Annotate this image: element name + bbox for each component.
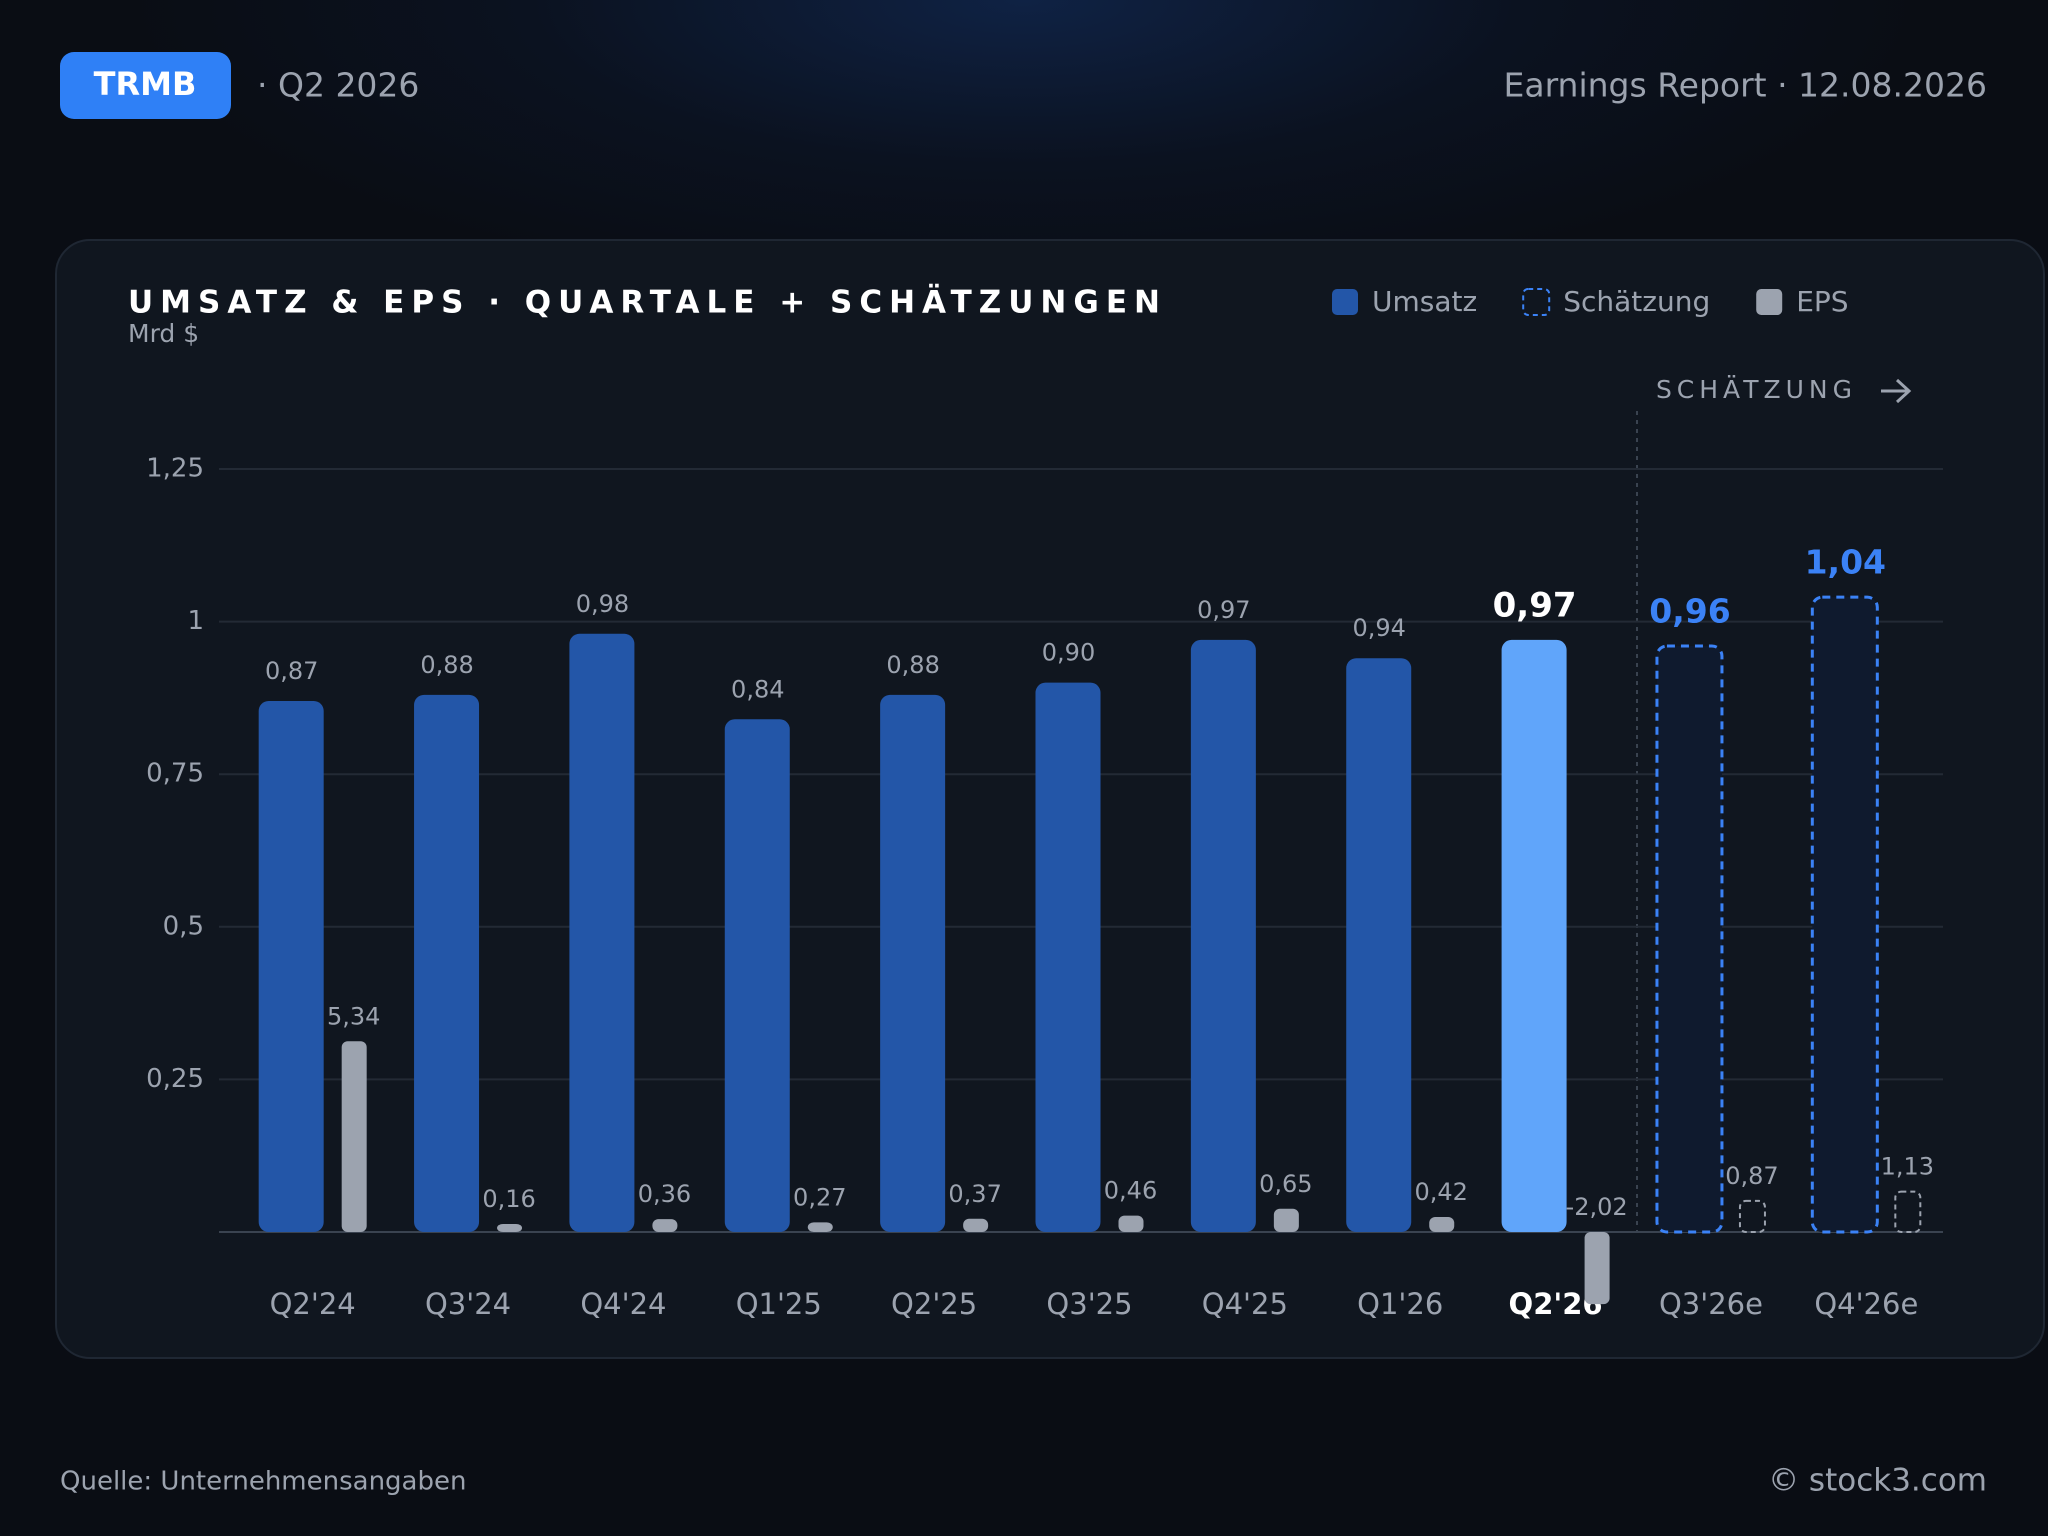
eps-bar — [497, 1224, 523, 1232]
value-label: 0,84 — [731, 675, 784, 703]
estimate-bar — [1810, 595, 1879, 1234]
x-tick-label: Q4'24 — [580, 1287, 666, 1321]
value-label: 0,87 — [265, 657, 318, 685]
eps-label: 0,16 — [482, 1185, 535, 1213]
x-tick-label: Q4'25 — [1202, 1287, 1288, 1321]
arrow — [1881, 378, 1912, 404]
value-label: 0,97 — [1197, 596, 1250, 624]
value-label: 0,96 — [1649, 592, 1730, 631]
y-tick-label: 1 — [187, 606, 204, 636]
x-tick-label: Q3'24 — [425, 1287, 511, 1321]
estimate-annotation: SCHÄTZUNG — [1656, 375, 1857, 404]
revenue-bar — [1035, 682, 1101, 1232]
x-tick-label: Q1'26 — [1357, 1287, 1443, 1321]
eps-label: 0,42 — [1415, 1178, 1468, 1206]
x-tick-label: Q4'26e — [1814, 1287, 1918, 1321]
value-label: 0,88 — [886, 651, 939, 679]
revenue-bar — [569, 633, 635, 1232]
eps-label: 0,27 — [793, 1183, 846, 1211]
eps-bar — [1429, 1216, 1455, 1232]
x-tick-label: Q1'25 — [736, 1287, 822, 1321]
chart-title: UMSATZ & EPS · QUARTALE + SCHÄTZUNGEN — [128, 285, 1167, 321]
revenue-bar — [724, 719, 790, 1232]
eps-bar — [1118, 1215, 1144, 1232]
eps-label: 1,13 — [1881, 1153, 1934, 1181]
y-tick-label: 1,25 — [146, 454, 204, 484]
x-tick-label: Q2'25 — [891, 1287, 977, 1321]
legend-swatch — [1522, 288, 1551, 316]
x-tick-label: Q3'26e — [1659, 1287, 1763, 1321]
period: · Q2 2026 — [257, 66, 419, 105]
revenue-bar — [1501, 639, 1567, 1232]
x-tick-label: Q2'24 — [270, 1287, 356, 1321]
source: Quelle: Unternehmensangaben — [60, 1467, 466, 1497]
value-label: 0,88 — [420, 651, 473, 679]
eps-label: 0,37 — [948, 1180, 1001, 1208]
value-label: 0,98 — [576, 590, 629, 618]
value-label: 0,97 — [1493, 585, 1577, 625]
chart-subtitle: Mrd $ — [128, 319, 199, 348]
eps-label: 5,34 — [327, 1002, 380, 1030]
revenue-bar — [258, 700, 324, 1232]
legend-label: EPS — [1796, 285, 1848, 318]
eps-bar — [652, 1219, 678, 1232]
revenue-bar — [1346, 658, 1412, 1232]
legend-swatch — [1332, 289, 1358, 315]
x-tick-label: Q3'25 — [1046, 1287, 1132, 1321]
ticker: TRMB — [94, 65, 197, 103]
y-tick-label: 0,75 — [146, 759, 204, 789]
estimate-bar — [1655, 644, 1724, 1234]
y-tick-label: 0,5 — [163, 911, 204, 941]
eps-bar — [807, 1222, 833, 1232]
report-date: Earnings Report · 12.08.2026 — [1504, 66, 1988, 105]
eps-bar — [963, 1218, 989, 1232]
value-label: 0,94 — [1353, 614, 1406, 642]
eps-label: 0,65 — [1259, 1170, 1312, 1198]
y-tick-label: 0,25 — [146, 1064, 204, 1094]
revenue-bar — [1190, 639, 1256, 1232]
ticker-pill — [60, 52, 231, 119]
legend-label: Umsatz — [1372, 285, 1477, 318]
eps-label: 0,46 — [1104, 1177, 1157, 1205]
revenue-bar — [414, 694, 480, 1232]
eps-bar — [1738, 1199, 1766, 1233]
eps-bar — [341, 1041, 367, 1232]
eps-bar — [1273, 1208, 1299, 1232]
legend-label: Schätzung — [1563, 285, 1710, 318]
brand: © stock3.com — [1768, 1463, 1987, 1499]
eps-label: 0,36 — [638, 1180, 691, 1208]
legend-swatch — [1756, 289, 1783, 315]
eps-bar — [1894, 1190, 1922, 1233]
revenue-bar — [880, 694, 946, 1232]
value-label: 1,04 — [1805, 543, 1886, 582]
eps-label: 0,87 — [1725, 1162, 1778, 1190]
value-label: 0,90 — [1042, 639, 1095, 667]
eps-bar — [1584, 1232, 1610, 1305]
eps-label: -2,02 — [1566, 1193, 1628, 1221]
